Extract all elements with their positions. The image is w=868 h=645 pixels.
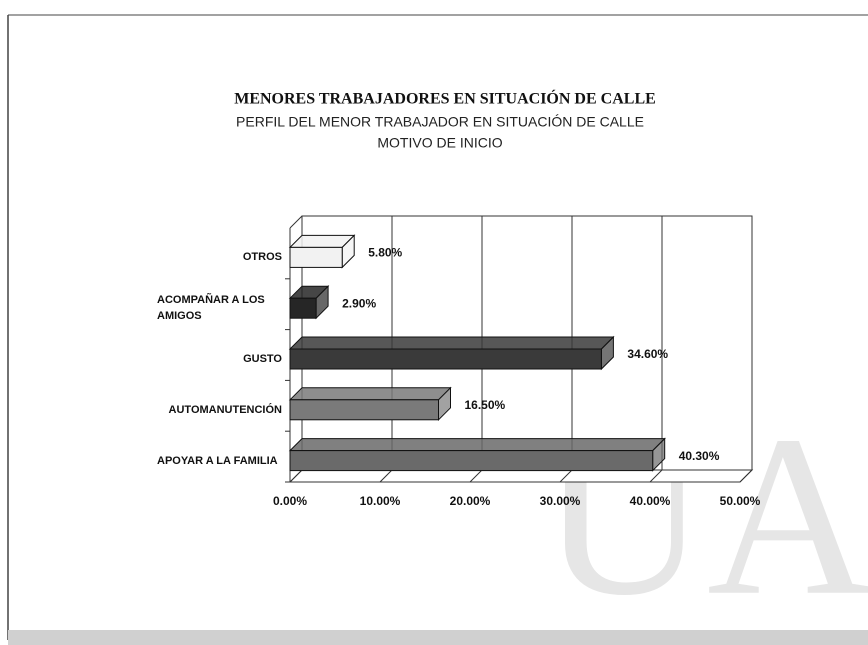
chart-title: MENORES TRABAJADORES EN SITUACIÓN DE CAL… — [234, 89, 656, 108]
chart-subtitle: MOTIVO DE INICIO — [377, 135, 502, 151]
bar — [288, 335, 615, 371]
tick-mark — [289, 469, 303, 483]
axis-line — [289, 215, 303, 229]
tick-mark — [559, 469, 573, 483]
value-label: 16.50% — [465, 398, 506, 412]
x-tick-label: 10.00% — [360, 494, 401, 508]
y-tick-label: OTROS — [242, 251, 282, 264]
value-label: 2.90% — [342, 296, 376, 310]
y-tick-label: AUTOMANUTENCIÓN — [168, 403, 282, 416]
tick-mark — [739, 469, 753, 483]
frame-bottom — [8, 630, 868, 645]
y-tick-label: APOYAR A LA FAMILIA — [157, 454, 278, 467]
plot-floor — [288, 469, 754, 483]
tick-mark — [379, 469, 393, 483]
bar-face — [289, 348, 602, 370]
x-tick-label: 50.00% — [720, 494, 761, 508]
chart-subtitle: PERFIL DEL MENOR TRABAJADOR EN SITUACIÓN… — [236, 114, 644, 130]
y-tick-label: ACOMPAÑAR A LOS AMIGOS — [157, 294, 265, 323]
bar — [288, 284, 330, 320]
tick-mark — [469, 469, 483, 483]
bar — [288, 437, 666, 472]
bar-face — [288, 336, 615, 350]
x-tick-label: 0.00% — [273, 494, 307, 508]
tick-mark — [649, 469, 663, 483]
x-tick-label: 20.00% — [450, 494, 491, 508]
bar — [288, 234, 356, 269]
value-label: 40.30% — [679, 449, 720, 463]
bar-face — [288, 438, 666, 452]
bar — [288, 386, 452, 422]
bar-face — [289, 297, 317, 319]
value-label: 34.60% — [627, 347, 668, 361]
bar-face — [288, 387, 452, 401]
bar-face — [289, 450, 654, 472]
x-tick-label: 40.00% — [630, 494, 671, 508]
x-tick-label: 30.00% — [540, 494, 581, 508]
y-tick-label: GUSTO — [243, 353, 282, 365]
bar-face — [289, 246, 343, 268]
bar-face — [289, 399, 439, 421]
value-label: 5.80% — [368, 246, 402, 260]
